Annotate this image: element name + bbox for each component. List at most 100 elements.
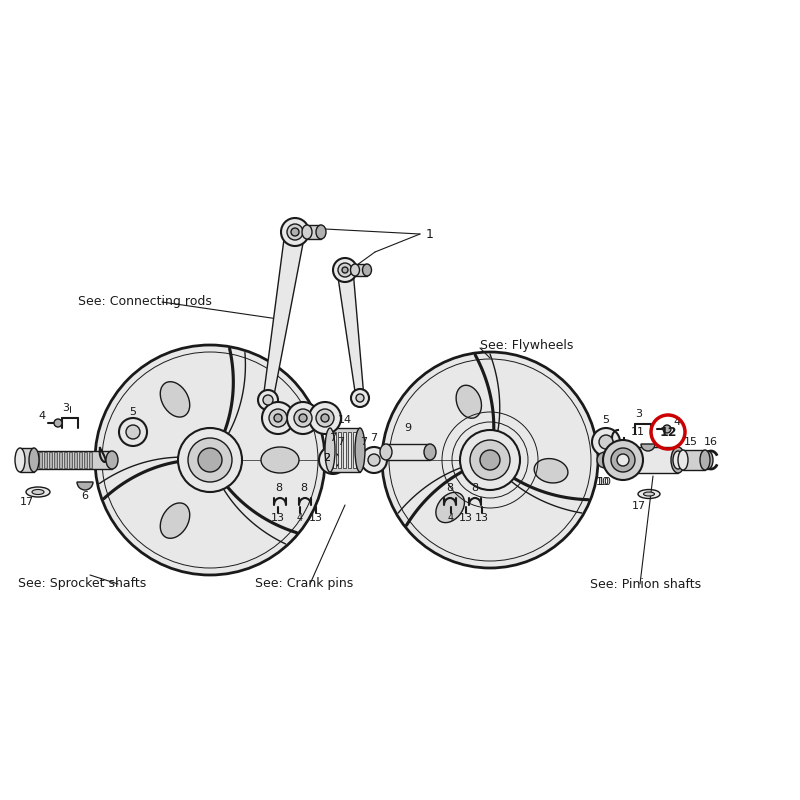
Text: 10: 10 — [598, 477, 612, 487]
Circle shape — [188, 438, 232, 482]
Text: 3: 3 — [635, 409, 642, 419]
Text: 11: 11 — [631, 427, 645, 437]
Ellipse shape — [703, 451, 713, 469]
Ellipse shape — [616, 447, 630, 473]
Bar — [338, 432, 341, 468]
Circle shape — [611, 448, 635, 472]
Circle shape — [287, 224, 303, 240]
Text: 3: 3 — [62, 403, 70, 413]
Circle shape — [274, 414, 282, 422]
Bar — [54, 452, 57, 468]
Ellipse shape — [160, 382, 190, 417]
Ellipse shape — [424, 444, 436, 460]
Bar — [333, 432, 336, 468]
Circle shape — [342, 267, 348, 273]
Text: 2: 2 — [323, 453, 330, 463]
Text: 17: 17 — [20, 497, 34, 507]
Wedge shape — [77, 482, 93, 490]
Text: 10: 10 — [596, 477, 610, 487]
Text: 13: 13 — [271, 513, 285, 523]
Ellipse shape — [32, 490, 44, 494]
Bar — [44, 452, 47, 468]
Bar — [353, 432, 356, 468]
Circle shape — [599, 435, 613, 449]
Circle shape — [198, 448, 222, 472]
Text: 7: 7 — [370, 433, 378, 443]
Bar — [678, 451, 708, 469]
Circle shape — [480, 450, 500, 470]
Circle shape — [95, 345, 325, 575]
Text: 9: 9 — [405, 423, 411, 433]
Text: 6: 6 — [82, 491, 89, 501]
Bar — [623, 447, 678, 473]
Ellipse shape — [355, 428, 365, 472]
Bar — [32, 451, 112, 469]
Ellipse shape — [261, 447, 299, 473]
Bar — [355, 264, 367, 276]
Bar — [358, 432, 361, 468]
Text: See: Crank pins: See: Crank pins — [255, 578, 354, 590]
Bar — [84, 452, 87, 468]
Circle shape — [333, 258, 357, 282]
Text: 12: 12 — [659, 426, 677, 438]
Circle shape — [368, 454, 380, 466]
Circle shape — [263, 395, 273, 405]
Circle shape — [262, 402, 294, 434]
Wedge shape — [641, 444, 655, 451]
Circle shape — [326, 453, 340, 467]
Text: 13: 13 — [475, 513, 489, 523]
Circle shape — [460, 430, 520, 490]
Bar — [49, 452, 52, 468]
Text: See: Connecting rods: See: Connecting rods — [78, 295, 212, 309]
Text: 4: 4 — [38, 411, 46, 421]
Bar — [348, 432, 351, 468]
Ellipse shape — [362, 264, 371, 276]
Text: 7: 7 — [338, 437, 345, 447]
Circle shape — [294, 409, 312, 427]
Bar — [330, 428, 360, 472]
Circle shape — [54, 419, 62, 427]
Polygon shape — [337, 269, 364, 398]
Bar — [683, 450, 705, 470]
Circle shape — [281, 218, 309, 246]
Text: 17: 17 — [632, 501, 646, 511]
Text: 4: 4 — [448, 513, 454, 523]
Ellipse shape — [106, 451, 118, 469]
Circle shape — [287, 402, 319, 434]
Bar — [34, 452, 37, 468]
Text: 13: 13 — [459, 513, 473, 523]
Circle shape — [470, 440, 510, 480]
Ellipse shape — [534, 458, 568, 483]
Ellipse shape — [673, 451, 683, 469]
Circle shape — [291, 228, 299, 236]
Text: 4: 4 — [297, 513, 303, 523]
Text: 8: 8 — [275, 483, 282, 493]
Bar — [343, 432, 346, 468]
Circle shape — [178, 428, 242, 492]
Text: 14: 14 — [338, 415, 352, 425]
Text: 5: 5 — [130, 407, 137, 417]
Text: 8: 8 — [471, 483, 478, 493]
Circle shape — [351, 389, 369, 407]
Text: 8: 8 — [301, 483, 307, 493]
Circle shape — [356, 394, 364, 402]
Ellipse shape — [638, 490, 660, 498]
Ellipse shape — [302, 225, 312, 239]
Polygon shape — [263, 230, 305, 401]
Bar — [307, 225, 321, 239]
Bar — [59, 452, 62, 468]
Circle shape — [309, 402, 341, 434]
Circle shape — [299, 414, 307, 422]
Circle shape — [592, 428, 620, 456]
Text: 2: 2 — [323, 453, 330, 463]
Text: See: Flywheels: See: Flywheels — [480, 338, 574, 351]
Text: 13: 13 — [309, 513, 323, 523]
Circle shape — [597, 452, 613, 468]
Circle shape — [603, 440, 643, 480]
Circle shape — [119, 418, 147, 446]
Ellipse shape — [29, 448, 39, 472]
Circle shape — [258, 390, 278, 410]
Text: 7: 7 — [330, 433, 337, 443]
Text: 4: 4 — [674, 417, 681, 427]
Circle shape — [126, 425, 140, 439]
